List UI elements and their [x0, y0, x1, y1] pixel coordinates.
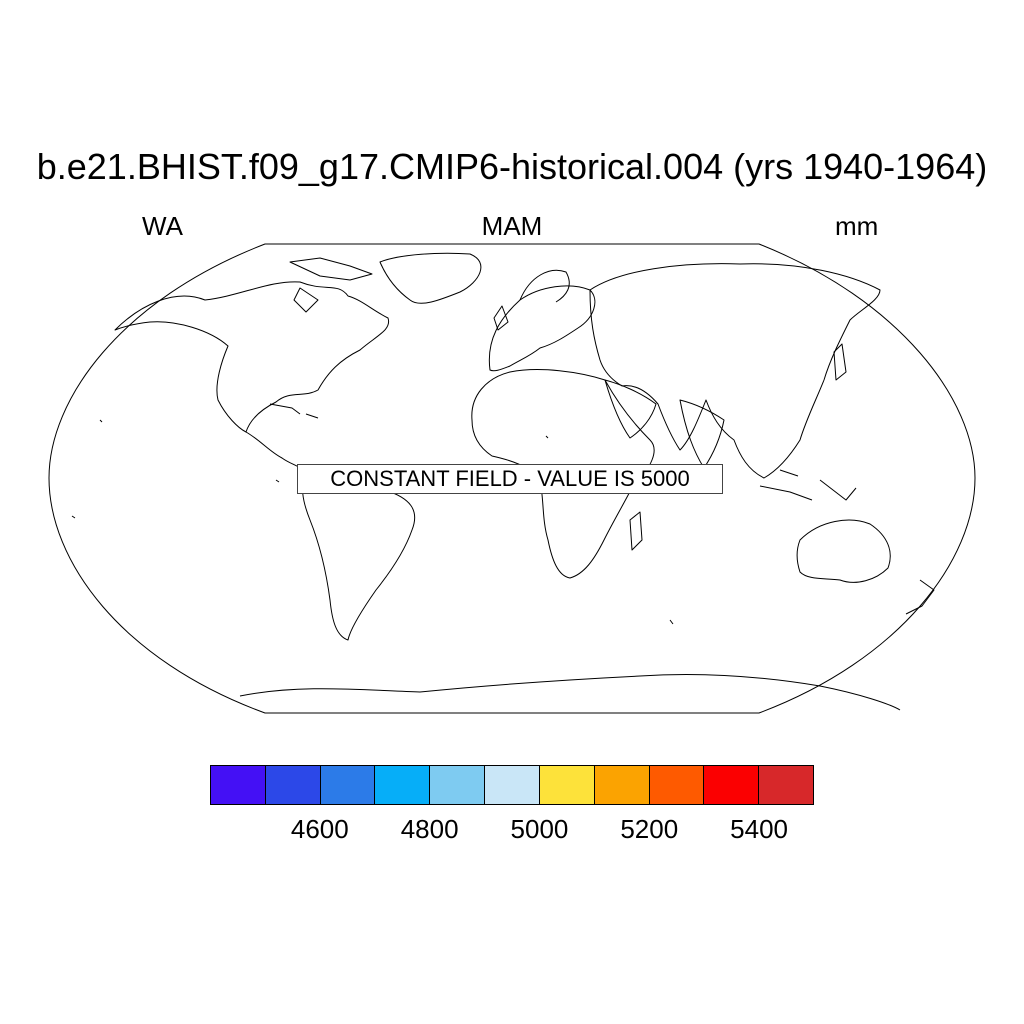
colorbar-box — [430, 766, 486, 804]
coastline-caribbean — [269, 403, 319, 419]
colorbar-tick-label: 4800 — [400, 814, 459, 844]
coastline-antarctica — [239, 673, 901, 711]
constant-field-label: CONSTANT FIELD - VALUE IS 5000 — [297, 464, 723, 494]
colorbar-box — [265, 766, 321, 804]
coastline-madagascar — [629, 511, 643, 551]
coastline-asia — [589, 263, 881, 479]
colorbar-tick-label: 5200 — [620, 814, 679, 844]
colorbar-box — [594, 766, 650, 804]
colorbar-box — [485, 766, 540, 804]
coastline-north-america — [114, 281, 390, 433]
variable-label: WA — [142, 211, 183, 241]
figure-title: b.e21.BHIST.f09_g17.CMIP6-historical.004… — [36, 146, 988, 187]
coastline-new-zealand — [905, 579, 935, 615]
colorbar-box — [375, 766, 431, 804]
coastline-europe — [488, 285, 596, 372]
colorbar-box — [539, 766, 595, 804]
colorbar-tick-label: 5000 — [510, 814, 569, 844]
coastline-australia — [796, 519, 891, 583]
units-label: mm — [835, 211, 879, 241]
colorbar-tick-label: 4600 — [290, 814, 349, 844]
colorbar-box — [759, 766, 813, 804]
coastline-arabia — [604, 379, 657, 439]
colorbar-box — [704, 766, 760, 804]
coastline-uk — [493, 305, 509, 331]
coastline-scandinavia — [519, 269, 570, 303]
coastline-india — [679, 399, 725, 469]
season-label: MAM — [481, 211, 543, 241]
coastline-south-america — [302, 471, 416, 641]
coastline-islands — [71, 419, 674, 625]
coastline-japan — [833, 343, 847, 381]
map-boundary — [48, 243, 976, 714]
coastline-indonesia — [759, 469, 857, 501]
coastline-greenland — [379, 252, 482, 304]
colorbar-box — [320, 766, 376, 804]
colorbar-box — [649, 766, 705, 804]
colorbar — [210, 765, 814, 805]
coastline-canada-islands — [289, 257, 373, 313]
colorbar-tick-label: 5400 — [730, 814, 788, 844]
colorbar-box — [211, 766, 266, 804]
